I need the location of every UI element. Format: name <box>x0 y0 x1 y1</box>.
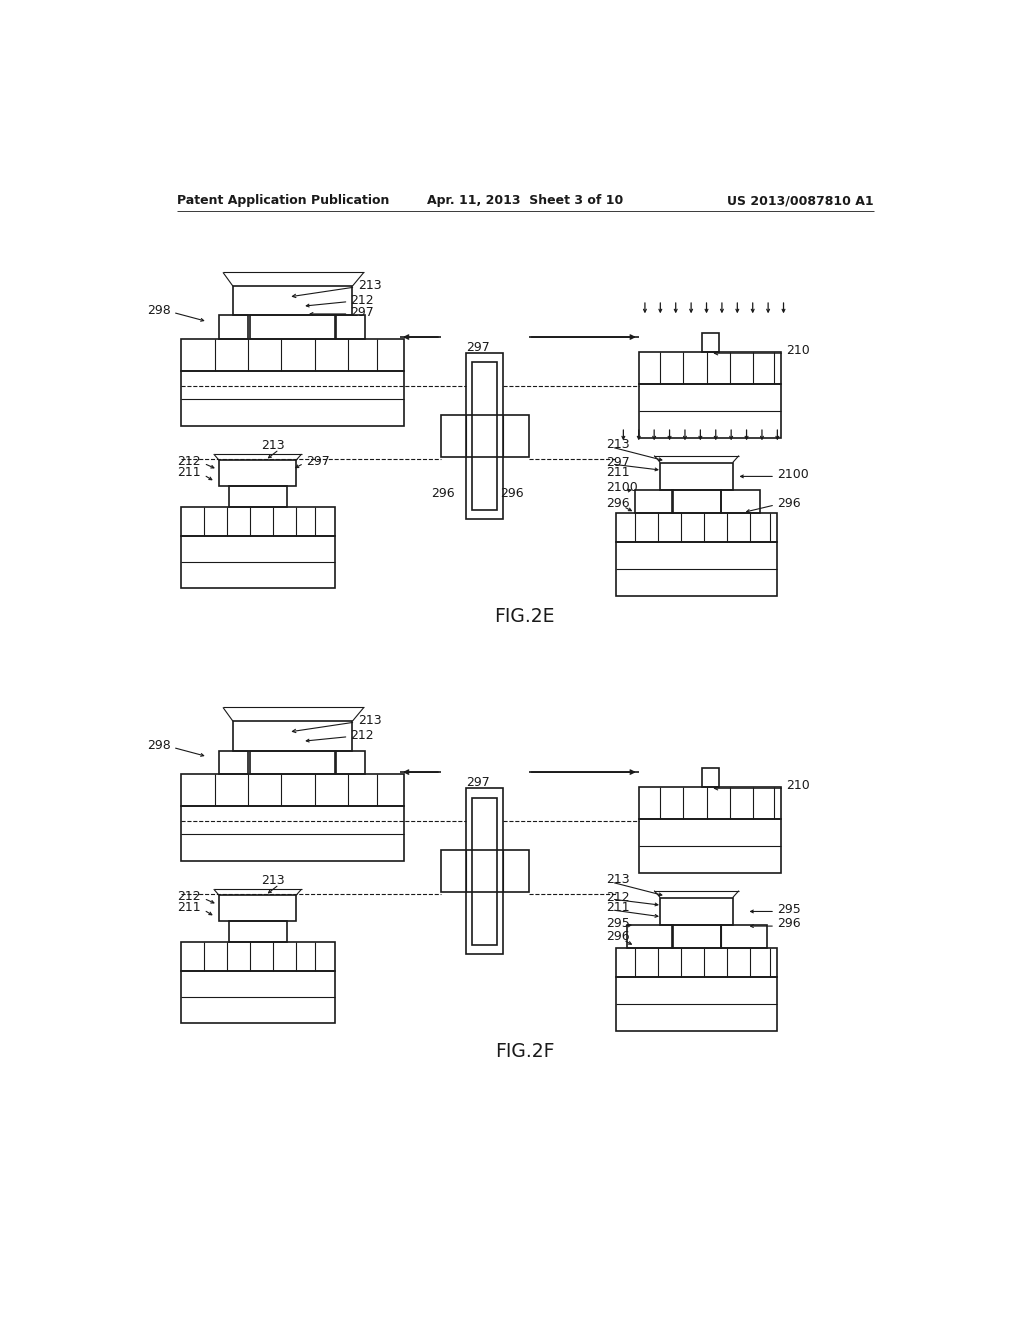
Bar <box>229 486 287 507</box>
Text: 211: 211 <box>606 466 630 479</box>
Text: 297: 297 <box>466 342 490 354</box>
Bar <box>229 921 287 942</box>
Text: 213: 213 <box>357 279 381 292</box>
Bar <box>701 333 719 351</box>
Bar <box>472 797 497 945</box>
Text: 297: 297 <box>306 455 330 469</box>
Text: 296: 296 <box>606 929 630 942</box>
Bar <box>180 774 403 807</box>
Bar <box>635 490 674 512</box>
Text: FIG.2F: FIG.2F <box>495 1041 555 1061</box>
Text: 2100: 2100 <box>606 482 638 495</box>
Bar <box>615 948 777 977</box>
Bar <box>701 768 719 787</box>
Text: 295: 295 <box>606 916 630 929</box>
Bar <box>639 384 781 438</box>
Bar <box>180 970 335 1023</box>
Bar <box>336 315 366 339</box>
Text: 213: 213 <box>357 714 381 727</box>
Bar <box>233 286 352 315</box>
Bar <box>250 751 335 774</box>
Bar <box>336 751 366 774</box>
Text: Apr. 11, 2013  Sheet 3 of 10: Apr. 11, 2013 Sheet 3 of 10 <box>427 194 623 207</box>
Bar <box>660 898 733 924</box>
Bar <box>250 315 335 339</box>
Bar <box>628 924 674 948</box>
Text: 212: 212 <box>350 729 374 742</box>
Text: US 2013/0087810 A1: US 2013/0087810 A1 <box>727 194 873 207</box>
Bar <box>615 977 777 1031</box>
Text: 213: 213 <box>606 438 630 451</box>
Text: 2100: 2100 <box>777 467 809 480</box>
Text: 210: 210 <box>786 345 810 358</box>
Bar <box>615 512 777 541</box>
Bar <box>180 807 403 862</box>
Text: 296: 296 <box>777 496 801 510</box>
Text: 211: 211 <box>177 902 201 915</box>
Bar <box>639 351 781 384</box>
Bar <box>672 924 721 948</box>
Bar <box>441 850 529 892</box>
Text: 298: 298 <box>147 305 171 317</box>
Text: 297: 297 <box>606 455 630 469</box>
Bar <box>672 490 721 512</box>
Text: 210: 210 <box>786 779 810 792</box>
Text: 298: 298 <box>147 739 171 752</box>
Text: 212: 212 <box>350 293 374 306</box>
Bar <box>639 818 781 873</box>
Bar <box>219 751 249 774</box>
Text: 211: 211 <box>177 466 201 479</box>
Bar <box>660 462 733 490</box>
Text: 212: 212 <box>177 454 201 467</box>
Bar <box>639 787 781 818</box>
Bar <box>472 363 497 510</box>
Bar <box>466 788 503 954</box>
Text: FIG.2E: FIG.2E <box>495 607 555 626</box>
Text: 297: 297 <box>466 776 490 789</box>
Bar <box>180 371 403 426</box>
Bar <box>180 507 335 536</box>
Bar <box>180 536 335 589</box>
Bar <box>441 414 529 457</box>
Bar <box>180 942 335 970</box>
Bar <box>219 315 249 339</box>
Bar <box>466 354 503 519</box>
Bar <box>180 339 403 371</box>
Bar <box>721 490 760 512</box>
Text: Patent Application Publication: Patent Application Publication <box>177 194 389 207</box>
Bar <box>721 924 767 948</box>
Text: 212: 212 <box>177 890 201 903</box>
Text: 296: 296 <box>500 487 524 500</box>
Text: 296: 296 <box>606 496 630 510</box>
Bar <box>233 721 352 751</box>
Text: 211: 211 <box>606 902 630 915</box>
Bar <box>219 461 296 486</box>
Text: 296: 296 <box>777 916 801 929</box>
Text: 212: 212 <box>606 891 630 904</box>
Text: 296: 296 <box>431 487 455 500</box>
Bar <box>615 543 777 595</box>
Text: 213: 213 <box>606 874 630 887</box>
Text: 213: 213 <box>261 440 285 453</box>
Text: 297: 297 <box>350 306 374 319</box>
Bar <box>219 895 296 921</box>
Text: 213: 213 <box>261 874 285 887</box>
Text: 295: 295 <box>777 903 801 916</box>
